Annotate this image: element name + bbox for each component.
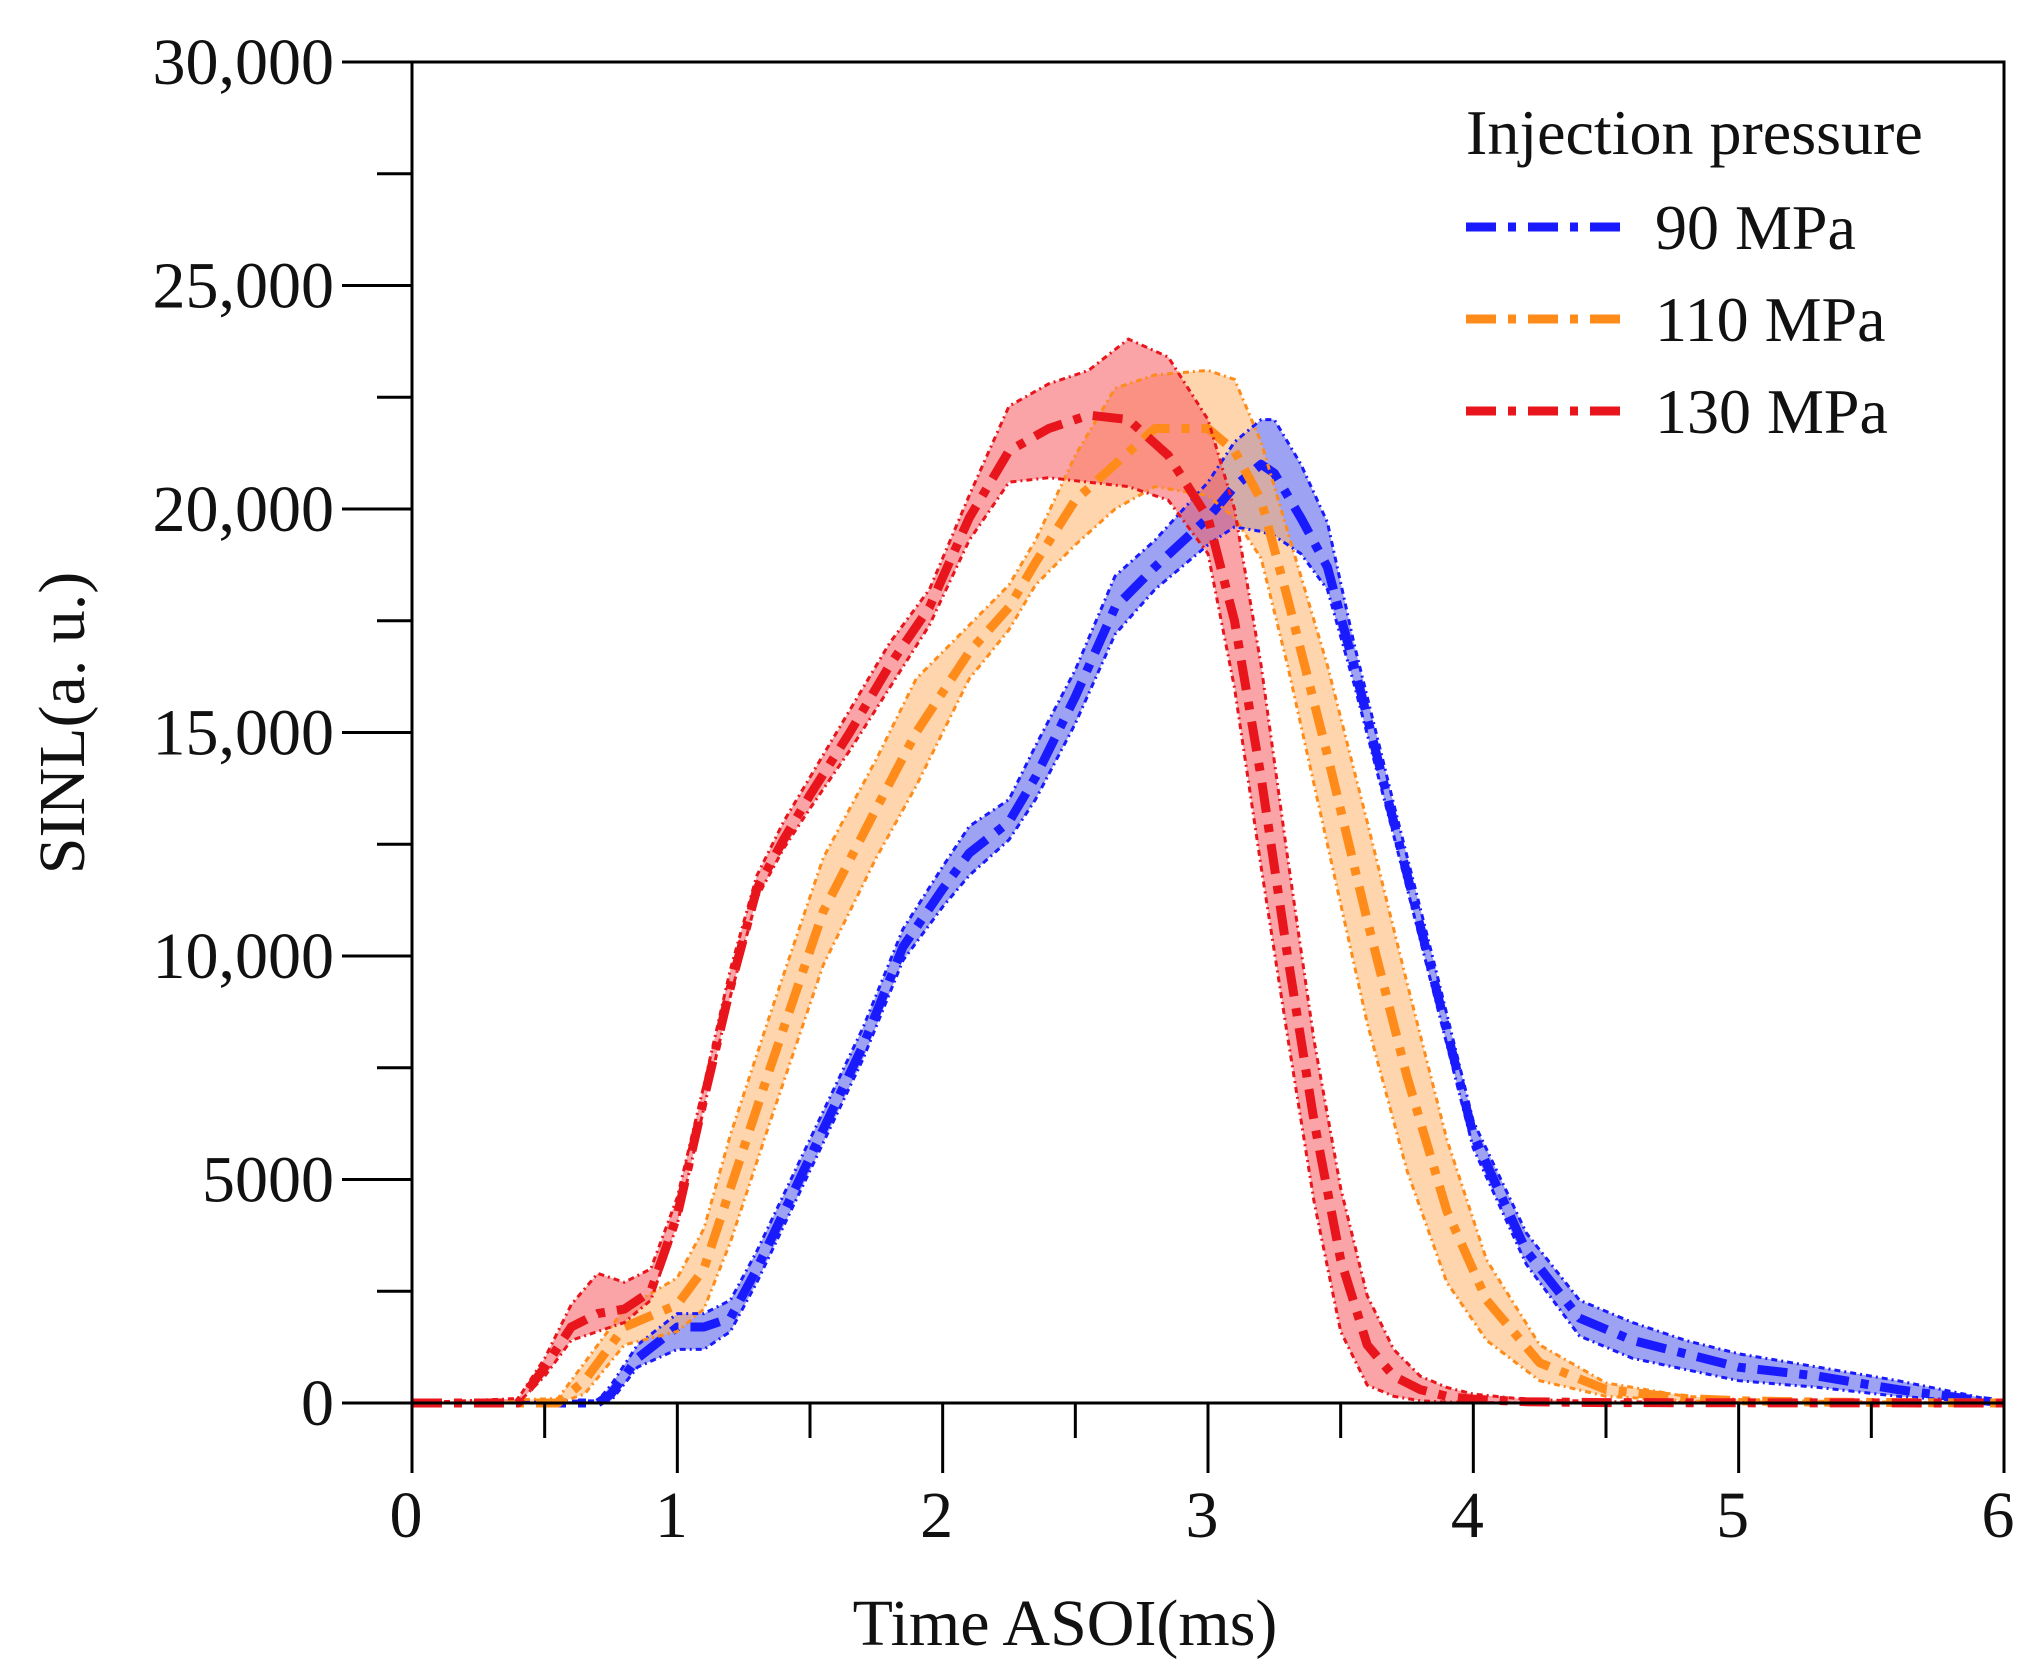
y-tick-label: 10,000 xyxy=(153,920,335,993)
series-lines xyxy=(411,337,2005,1408)
band-upper-edge-110-mpa xyxy=(411,368,2005,1405)
y-tick-label: 15,000 xyxy=(153,697,335,770)
y-tick-label: 0 xyxy=(301,1367,334,1440)
x-tick-label: 2 xyxy=(920,1479,953,1552)
band-lower-edge-110-mpa xyxy=(412,485,2005,1405)
x-tick-label: 0 xyxy=(390,1479,423,1552)
ticks: 0 5000 10,000 15,000 20,000 25,000 30,000 0 1 2 3 4… xyxy=(153,26,2015,1552)
y-tick-label: 25,000 xyxy=(153,250,335,323)
series-line-110-mpa xyxy=(412,424,2005,1408)
x-axis-title: Time ASOI(ms) xyxy=(853,1587,1278,1660)
x-tick-label: 5 xyxy=(1716,1479,1749,1552)
x-tick-label: 1 xyxy=(655,1479,688,1552)
legend-label-130-mpa: 130 MPa xyxy=(1655,376,1888,447)
y-axis-title: SINL(a. u.) xyxy=(26,572,99,874)
y-tick-label: 30,000 xyxy=(153,26,335,99)
legend-title: Injection pressure xyxy=(1466,97,1923,168)
y-tick-label: 5000 xyxy=(202,1144,334,1217)
legend-label-90-mpa: 90 MPa xyxy=(1655,192,1856,263)
legend-label-110-mpa: 110 MPa xyxy=(1655,284,1886,355)
band-lower-edge-90-mpa xyxy=(412,525,2005,1405)
band-upper-edge-90-mpa xyxy=(411,418,2005,1405)
x-tick-label: 4 xyxy=(1451,1479,1484,1552)
y-tick-label: 20,000 xyxy=(153,473,335,546)
legend: Injection pressure 90 MPa 110 MPa 130 MPa xyxy=(1466,97,1923,447)
band-upper-edge-130-mpa xyxy=(411,337,2005,1405)
x-tick-label: 6 xyxy=(1982,1479,2015,1552)
series-line-130-mpa xyxy=(412,410,2005,1408)
x-tick-label: 3 xyxy=(1186,1479,1219,1552)
band-90-mpa xyxy=(412,419,2004,1404)
